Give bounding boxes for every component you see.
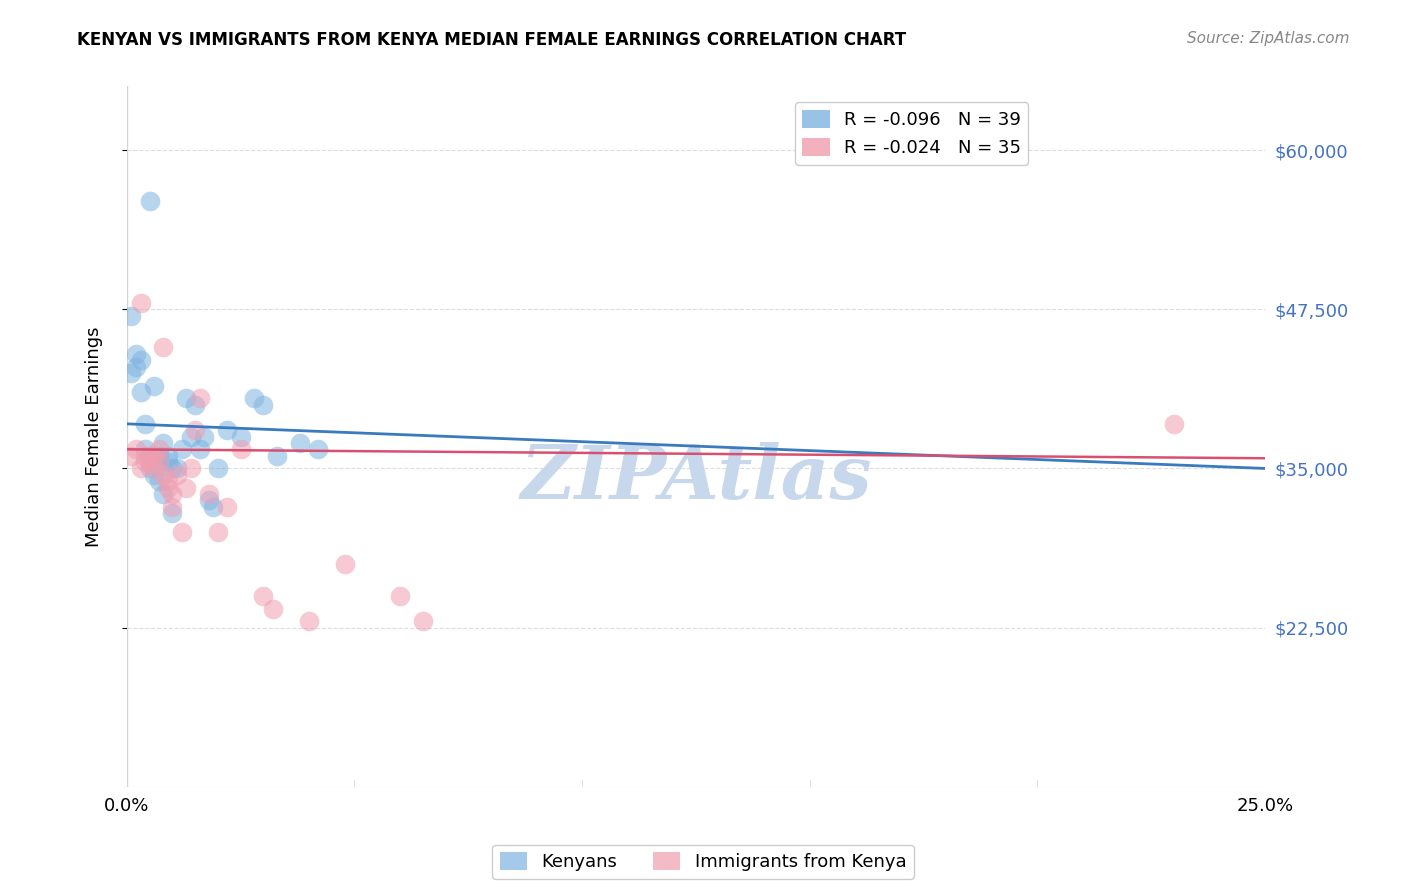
- Point: [229, 442, 252, 457]
- Point: [170, 525, 193, 540]
- Point: [298, 614, 321, 628]
- Point: [174, 392, 197, 406]
- Point: [129, 296, 152, 310]
- Point: [1163, 417, 1185, 431]
- Point: [252, 589, 274, 603]
- Point: [125, 359, 148, 374]
- Point: [138, 449, 160, 463]
- Point: [174, 481, 197, 495]
- Point: [166, 467, 188, 482]
- Point: [156, 449, 179, 463]
- Point: [215, 500, 238, 514]
- Point: [121, 449, 143, 463]
- Point: [162, 500, 184, 514]
- Point: [156, 474, 179, 488]
- Legend: R = -0.096   N = 39, R = -0.024   N = 35: R = -0.096 N = 39, R = -0.024 N = 35: [796, 103, 1028, 164]
- Point: [138, 449, 160, 463]
- Point: [180, 461, 202, 475]
- Point: [215, 423, 238, 437]
- Point: [121, 309, 143, 323]
- Point: [170, 442, 193, 457]
- Point: [207, 525, 229, 540]
- Point: [148, 442, 170, 457]
- Text: ZIPAtlas: ZIPAtlas: [520, 442, 872, 515]
- Text: KENYAN VS IMMIGRANTS FROM KENYA MEDIAN FEMALE EARNINGS CORRELATION CHART: KENYAN VS IMMIGRANTS FROM KENYA MEDIAN F…: [77, 31, 907, 49]
- Point: [198, 487, 221, 501]
- Point: [184, 398, 207, 412]
- Legend: Kenyans, Immigrants from Kenya: Kenyans, Immigrants from Kenya: [492, 845, 914, 879]
- Point: [129, 384, 152, 399]
- Point: [129, 353, 152, 368]
- Point: [198, 493, 221, 508]
- Point: [134, 442, 156, 457]
- Point: [184, 423, 207, 437]
- Point: [389, 589, 412, 603]
- Point: [134, 449, 156, 463]
- Point: [121, 366, 143, 380]
- Point: [138, 194, 160, 208]
- Point: [412, 614, 434, 628]
- Point: [152, 436, 174, 450]
- Point: [152, 487, 174, 501]
- Point: [166, 461, 188, 475]
- Point: [148, 449, 170, 463]
- Point: [143, 461, 166, 475]
- Point: [162, 461, 184, 475]
- Point: [162, 506, 184, 520]
- Point: [193, 429, 215, 443]
- Point: [143, 378, 166, 392]
- Point: [229, 429, 252, 443]
- Point: [134, 455, 156, 469]
- Point: [288, 436, 311, 450]
- Point: [156, 481, 179, 495]
- Point: [138, 461, 160, 475]
- Point: [252, 398, 274, 412]
- Y-axis label: Median Female Earnings: Median Female Earnings: [86, 326, 103, 547]
- Point: [188, 442, 211, 457]
- Point: [152, 467, 174, 482]
- Point: [335, 557, 357, 571]
- Point: [307, 442, 329, 457]
- Point: [138, 455, 160, 469]
- Point: [148, 455, 170, 469]
- Point: [202, 500, 225, 514]
- Point: [148, 455, 170, 469]
- Point: [262, 601, 284, 615]
- Point: [125, 347, 148, 361]
- Point: [188, 392, 211, 406]
- Point: [152, 341, 174, 355]
- Point: [125, 442, 148, 457]
- Text: Source: ZipAtlas.com: Source: ZipAtlas.com: [1187, 31, 1350, 46]
- Point: [180, 429, 202, 443]
- Point: [129, 461, 152, 475]
- Point: [148, 474, 170, 488]
- Point: [143, 467, 166, 482]
- Point: [143, 449, 166, 463]
- Point: [266, 449, 288, 463]
- Point: [162, 487, 184, 501]
- Point: [156, 455, 179, 469]
- Point: [243, 392, 266, 406]
- Point: [207, 461, 229, 475]
- Point: [134, 417, 156, 431]
